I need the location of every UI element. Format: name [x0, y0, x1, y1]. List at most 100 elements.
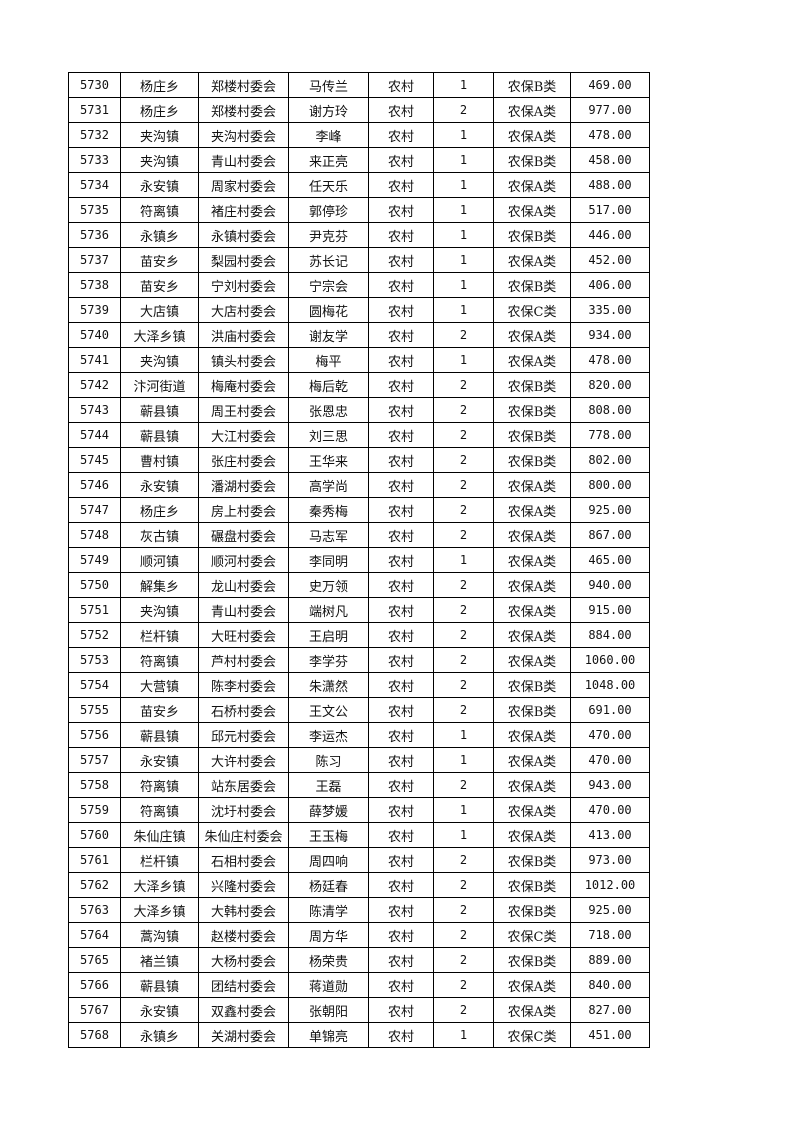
person-name-cell: 李运杰: [288, 722, 369, 748]
household-count-cell: 2: [433, 997, 494, 1023]
village-committee-cell: 双鑫村委会: [198, 997, 289, 1023]
village-committee-cell: 洪庙村委会: [198, 322, 289, 348]
township-cell: 蕲县镇: [120, 972, 199, 998]
amount-cell: 800.00: [570, 472, 650, 498]
area-type-cell: 农村: [368, 772, 434, 798]
area-type-cell: 农村: [368, 622, 434, 648]
table-row: 5752 栏杆镇 大旺村委会 王启明 农村 2 农保A类 884.00: [68, 622, 650, 648]
row-id-cell: 5765: [68, 947, 121, 973]
row-id-cell: 5751: [68, 597, 121, 623]
household-count-cell: 1: [433, 222, 494, 248]
township-cell: 蒿沟镇: [120, 922, 199, 948]
village-committee-cell: 大韩村委会: [198, 897, 289, 923]
village-committee-cell: 兴隆村委会: [198, 872, 289, 898]
village-committee-cell: 关湖村委会: [198, 1022, 289, 1048]
area-type-cell: 农村: [368, 672, 434, 698]
person-name-cell: 宁宗会: [288, 272, 369, 298]
amount-cell: 940.00: [570, 572, 650, 598]
township-cell: 苗安乡: [120, 247, 199, 273]
row-id-cell: 5744: [68, 422, 121, 448]
amount-cell: 718.00: [570, 922, 650, 948]
township-cell: 永镇乡: [120, 1022, 199, 1048]
household-count-cell: 2: [433, 647, 494, 673]
township-cell: 大营镇: [120, 672, 199, 698]
table-row: 5732 夹沟镇 夹沟村委会 李峰 农村 1 农保A类 478.00: [68, 122, 650, 148]
person-name-cell: 马志军: [288, 522, 369, 548]
table-row: 5761 栏杆镇 石相村委会 周四响 农村 2 农保B类 973.00: [68, 847, 650, 873]
area-type-cell: 农村: [368, 472, 434, 498]
township-cell: 朱仙庄镇: [120, 822, 199, 848]
village-committee-cell: 龙山村委会: [198, 572, 289, 598]
area-type-cell: 农村: [368, 347, 434, 373]
household-count-cell: 1: [433, 547, 494, 573]
table-row: 5744 蕲县镇 大江村委会 刘三思 农村 2 农保B类 778.00: [68, 422, 650, 448]
table-row: 5730 杨庄乡 郑楼村委会 马传兰 农村 1 农保B类 469.00: [68, 72, 650, 98]
area-type-cell: 农村: [368, 322, 434, 348]
village-committee-cell: 梅庵村委会: [198, 372, 289, 398]
person-name-cell: 马传兰: [288, 72, 369, 98]
township-cell: 符离镇: [120, 197, 199, 223]
person-name-cell: 陈习: [288, 747, 369, 773]
insurance-category-cell: 农保C类: [493, 922, 571, 948]
amount-cell: 915.00: [570, 597, 650, 623]
insurance-category-cell: 农保B类: [493, 72, 571, 98]
table-row: 5731 杨庄乡 郑楼村委会 谢方玲 农村 2 农保A类 977.00: [68, 97, 650, 123]
row-id-cell: 5767: [68, 997, 121, 1023]
person-name-cell: 薛梦媛: [288, 797, 369, 823]
amount-cell: 827.00: [570, 997, 650, 1023]
township-cell: 大泽乡镇: [120, 322, 199, 348]
village-committee-cell: 顺河村委会: [198, 547, 289, 573]
insurance-category-cell: 农保A类: [493, 497, 571, 523]
insurance-category-cell: 农保B类: [493, 872, 571, 898]
township-cell: 栏杆镇: [120, 622, 199, 648]
area-type-cell: 农村: [368, 147, 434, 173]
row-id-cell: 5737: [68, 247, 121, 273]
village-committee-cell: 陈李村委会: [198, 672, 289, 698]
township-cell: 大泽乡镇: [120, 872, 199, 898]
area-type-cell: 农村: [368, 947, 434, 973]
person-name-cell: 周方华: [288, 922, 369, 948]
area-type-cell: 农村: [368, 847, 434, 873]
area-type-cell: 农村: [368, 447, 434, 473]
amount-cell: 973.00: [570, 847, 650, 873]
insurance-category-cell: 农保B类: [493, 447, 571, 473]
person-name-cell: 朱潇然: [288, 672, 369, 698]
township-cell: 蕲县镇: [120, 722, 199, 748]
area-type-cell: 农村: [368, 297, 434, 323]
records-table: 5730 杨庄乡 郑楼村委会 马传兰 农村 1 农保B类 469.00 5731 杨庄乡 郑楼村委会…: [68, 72, 650, 1048]
insurance-category-cell: 农保B类: [493, 147, 571, 173]
insurance-category-cell: 农保B类: [493, 947, 571, 973]
area-type-cell: 农村: [368, 997, 434, 1023]
village-committee-cell: 站东居委会: [198, 772, 289, 798]
village-committee-cell: 团结村委会: [198, 972, 289, 998]
insurance-category-cell: 农保B类: [493, 397, 571, 423]
insurance-category-cell: 农保A类: [493, 572, 571, 598]
table-row: 5768 永镇乡 关湖村委会 单锦亮 农村 1 农保C类 451.00: [68, 1022, 650, 1048]
area-type-cell: 农村: [368, 797, 434, 823]
row-id-cell: 5747: [68, 497, 121, 523]
household-count-cell: 1: [433, 347, 494, 373]
row-id-cell: 5736: [68, 222, 121, 248]
village-committee-cell: 周家村委会: [198, 172, 289, 198]
table-row: 5755 苗安乡 石桥村委会 王文公 农村 2 农保B类 691.00: [68, 697, 650, 723]
table-row: 5747 杨庄乡 房上村委会 秦秀梅 农村 2 农保A类 925.00: [68, 497, 650, 523]
table-row: 5743 蕲县镇 周王村委会 张恩忠 农村 2 农保B类 808.00: [68, 397, 650, 423]
amount-cell: 1048.00: [570, 672, 650, 698]
insurance-category-cell: 农保A类: [493, 747, 571, 773]
insurance-category-cell: 农保A类: [493, 722, 571, 748]
village-committee-cell: 夹沟村委会: [198, 122, 289, 148]
person-name-cell: 王磊: [288, 772, 369, 798]
insurance-category-cell: 农保A类: [493, 622, 571, 648]
person-name-cell: 尹克芬: [288, 222, 369, 248]
row-id-cell: 5755: [68, 697, 121, 723]
person-name-cell: 王启明: [288, 622, 369, 648]
village-committee-cell: 芦村村委会: [198, 647, 289, 673]
insurance-category-cell: 农保A类: [493, 172, 571, 198]
amount-cell: 488.00: [570, 172, 650, 198]
insurance-category-cell: 农保B类: [493, 672, 571, 698]
household-count-cell: 2: [433, 947, 494, 973]
amount-cell: 465.00: [570, 547, 650, 573]
person-name-cell: 来正亮: [288, 147, 369, 173]
area-type-cell: 农村: [368, 122, 434, 148]
row-id-cell: 5754: [68, 672, 121, 698]
